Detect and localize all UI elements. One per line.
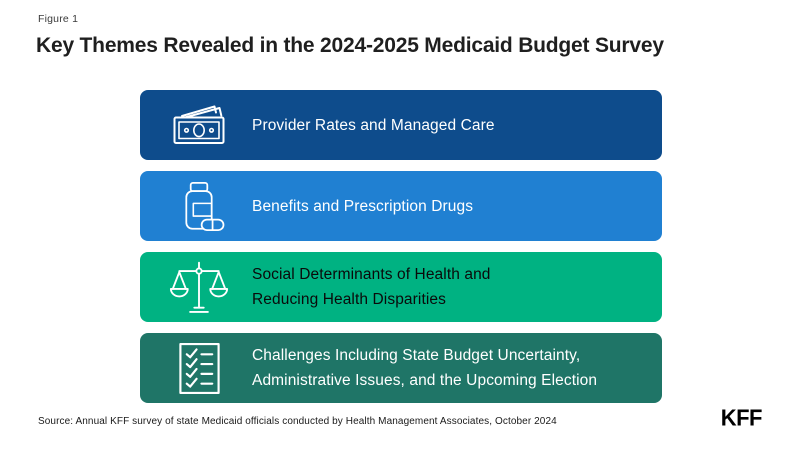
theme-bar-provider-rates: Provider Rates and Managed Care: [140, 90, 662, 160]
checklist-icon: [166, 340, 232, 397]
theme-label-line: Challenges Including State Budget Uncert…: [252, 347, 581, 364]
source-note: Source: Annual KFF survey of state Medic…: [38, 416, 557, 427]
theme-label-line: Benefits and Prescription Drugs: [252, 197, 474, 215]
theme-label-line: Social Determinants of Health and: [252, 266, 491, 283]
money-icon: [166, 101, 232, 149]
theme-label: Benefits and Prescription Drugs: [252, 194, 473, 219]
theme-label-line: Administrative Issues, and the Upcoming …: [252, 372, 598, 389]
theme-label-line: Provider Rates and Managed Care: [252, 116, 495, 134]
kff-logo: KFF: [720, 404, 763, 431]
scales-icon: [166, 259, 232, 316]
theme-label-line: Reducing Health Disparities: [252, 291, 446, 308]
theme-label: Provider Rates and Managed Care: [252, 113, 495, 138]
theme-bar-social-determinants: Social Determinants of Health and Reduci…: [140, 252, 662, 322]
pill-bottle-icon: [166, 177, 232, 235]
theme-bar-benefits-drugs: Benefits and Prescription Drugs: [140, 171, 662, 241]
theme-label: Challenges Including State Budget Uncert…: [252, 343, 597, 393]
theme-bar-challenges: Challenges Including State Budget Uncert…: [140, 333, 662, 403]
figure-number-label: Figure 1: [38, 13, 79, 25]
theme-label: Social Determinants of Health and Reduci…: [252, 262, 491, 312]
page-title: Key Themes Revealed in the 2024-2025 Med…: [36, 34, 664, 57]
